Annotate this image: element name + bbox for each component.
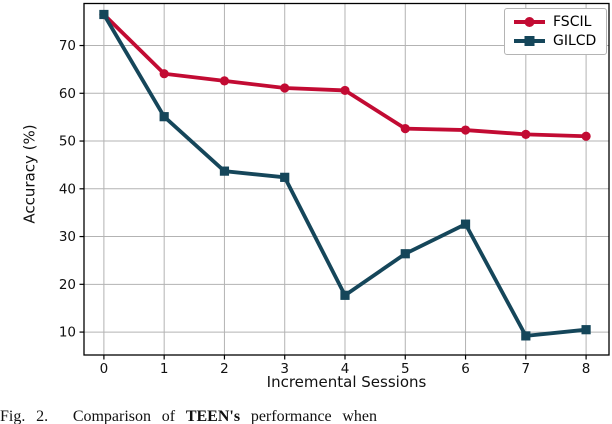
data-point-gilcd [99,9,109,20]
data-point-gilcd [219,166,230,176]
data-point-gilcd [159,112,169,122]
caption-text-post: performance when [250,408,378,424]
y-tick-label: 30 [59,229,76,245]
x-tick-label: 1 [160,361,169,377]
y-tick-label: 10 [59,325,76,341]
x-tick-label: 4 [341,361,350,377]
legend: FSCIL GILCD [504,8,608,55]
gilcd-line-square-marker-icon [514,36,545,46]
x-tick-label: 0 [100,361,109,377]
line-chart: 0 1 2 3 4 5 6 7 8 10 20 30 40 50 60 70 Accuracy (%) Inc… [20,2,610,391]
fscil-line-circle-marker-icon [514,17,545,27]
legend-label-fscil: FSCIL [553,14,592,30]
y-tick-label: 50 [59,134,76,150]
x-axis-label: Incremental Sessions [266,373,427,391]
y-axis-label: Accuracy (%) [20,124,39,224]
x-tick-label: 5 [401,361,410,377]
chart-canvas: 0 1 2 3 4 5 6 7 8 10 20 30 40 50 60 70 [59,2,610,377]
data-point-fscil [521,129,531,139]
y-tick-label: 70 [59,38,76,54]
x-tick-label: 2 [220,361,229,377]
data-point-gilcd [581,325,591,335]
y-tick-label: 40 [59,181,76,197]
data-point-fscil [280,83,290,93]
data-point-gilcd [340,290,350,300]
data-point-gilcd [400,249,410,259]
data-point-gilcd [280,172,290,182]
x-tick-label: 6 [461,361,470,377]
data-point-fscil [340,85,350,96]
data-point-fscil [460,125,471,135]
data-point-gilcd [521,331,531,341]
axes-box [83,2,610,356]
figure-caption: Fig. 2. Comparison of TEEN's performance… [0,406,612,424]
y-tick-label: 60 [59,86,76,102]
x-tick-label: 3 [280,361,289,377]
legend-label-gilcd: GILCD [553,33,597,49]
data-point-fscil [581,131,591,141]
data-point-gilcd [460,219,471,229]
y-tick-label: 20 [59,277,76,293]
data-point-fscil [400,124,410,134]
data-point-fscil [159,69,169,79]
legend-item-gilcd: GILCD [513,33,596,49]
x-tick-label: 7 [522,361,531,377]
caption-method-name: TEEN's [185,408,241,424]
caption-fig-label: Fig. 2. [0,408,49,424]
x-tick-label: 8 [582,361,591,377]
caption-text-pre: Comparison of [72,408,176,424]
data-point-fscil [219,76,230,86]
legend-item-fscil: FSCIL [513,14,596,30]
